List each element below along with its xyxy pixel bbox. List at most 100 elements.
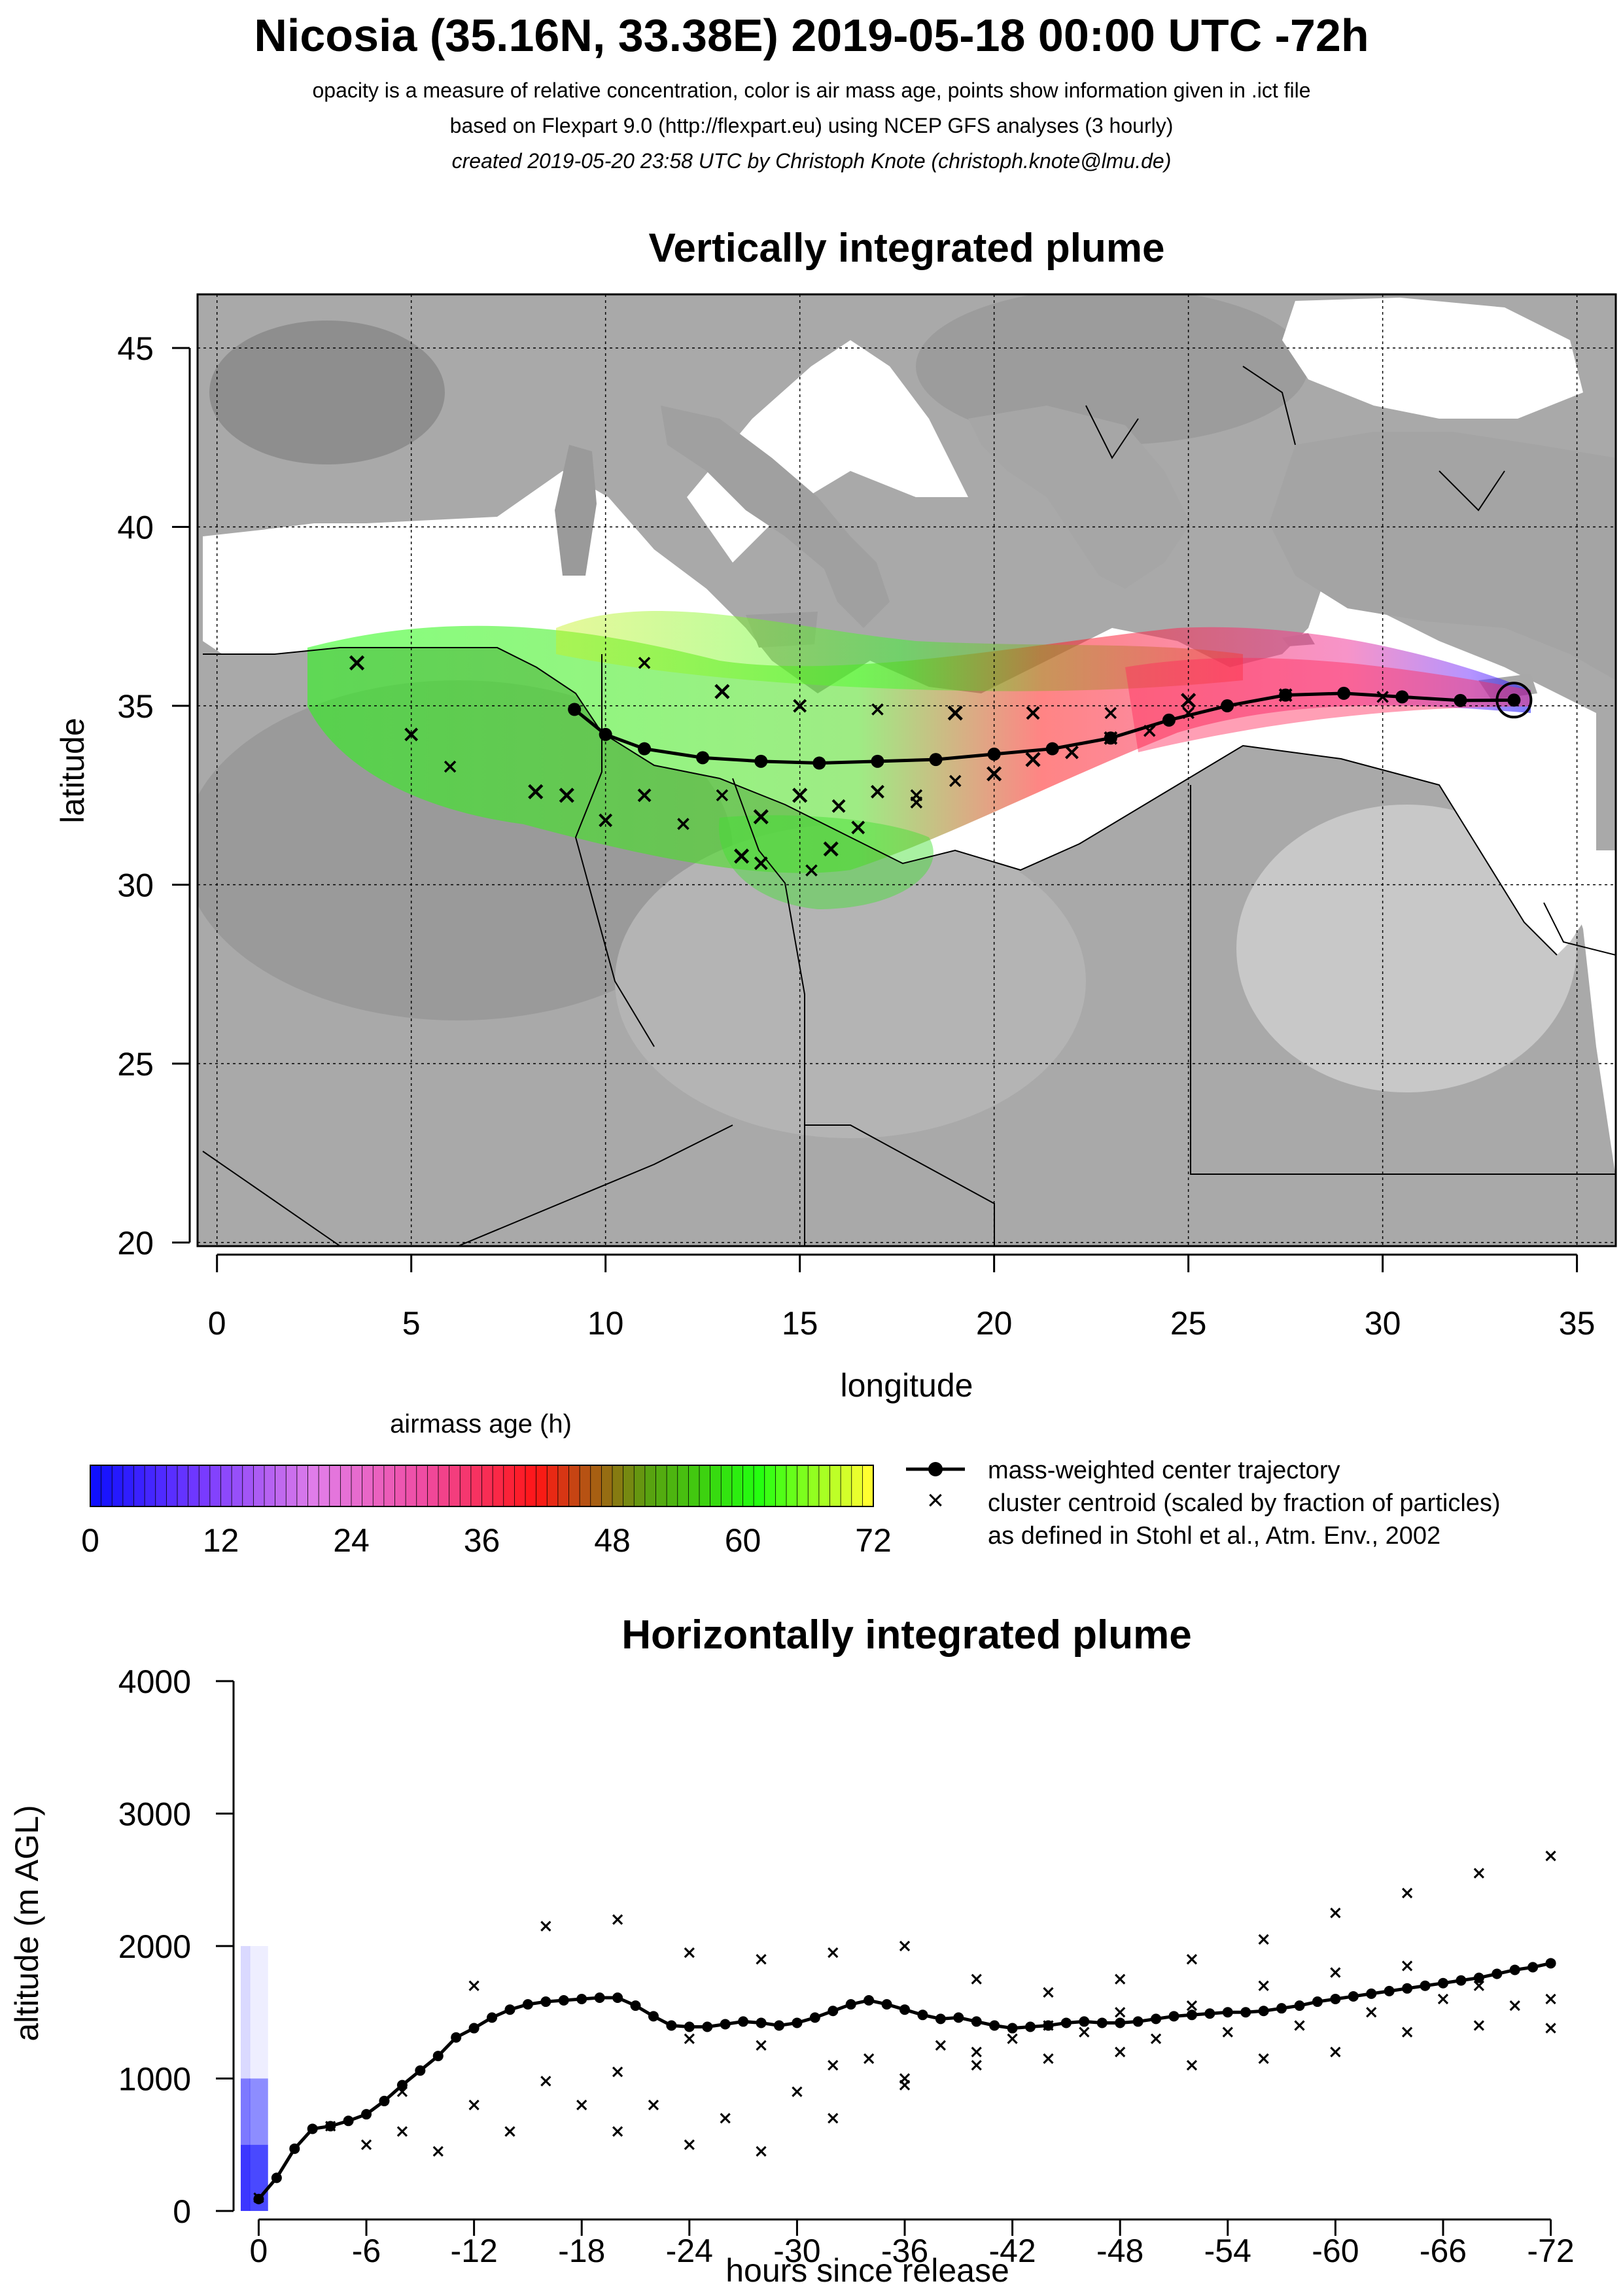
- colorbar-cell: [525, 1465, 537, 1507]
- cluster-centroid-marker: [677, 818, 689, 830]
- altitude-x-tick-label: -36: [881, 2233, 928, 2269]
- altitude-cluster-marker: [1258, 2053, 1269, 2064]
- center-trajectory-point: [1337, 686, 1351, 700]
- colorbar-cell: [481, 1465, 494, 1507]
- altitude-heatmap-cell: [70, 1946, 88, 2079]
- colorbar-tick-label: 24: [333, 1522, 370, 1559]
- altitude-center-point: [1312, 1996, 1323, 2008]
- colorbar-cell: [720, 1465, 733, 1507]
- altitude-center-point: [720, 2019, 731, 2030]
- map-y-axis-label: latitude: [54, 718, 91, 823]
- legend-cluster-label: cluster centroid (scaled by fraction of …: [988, 1489, 1501, 1517]
- legend-cluster-symbol: ×: [927, 1484, 944, 1516]
- cluster-centroid-marker: [1104, 706, 1117, 720]
- altitude-cluster-marker: [684, 1947, 695, 1958]
- colorbar-cell: [101, 1465, 113, 1507]
- altitude-center-point: [271, 2172, 282, 2183]
- north-africa-coastline: [203, 647, 1558, 956]
- altitude-cluster-marker: [612, 2066, 623, 2078]
- altitude-x-axis: 0 -6 -12 -18 -24 -30 -36 -42 -48 -54 -60 -66 -72: [250, 2218, 1575, 2269]
- altitude-center-point: [1115, 2017, 1126, 2028]
- altitude-heatmap-cell: [249, 1946, 268, 2079]
- altitude-center-point: [828, 2006, 839, 2017]
- altitude-center-point: [1132, 2016, 1143, 2027]
- altitude-cluster-marker: [1401, 1887, 1413, 1899]
- cluster-centroid-marker: [910, 796, 923, 809]
- figure-subtitle-credit: created 2019-05-20 23:58 UTC by Christop…: [451, 149, 1172, 173]
- cluster-centroid-marker: [349, 655, 365, 670]
- map-x-tick-label: 5: [402, 1305, 421, 1342]
- colorbar-tick-labels: 0 12 24 36 48 60 72: [81, 1522, 892, 1559]
- altitude-x-tick-label: -72: [1527, 2233, 1574, 2269]
- colorbar-cell: [296, 1465, 309, 1507]
- altitude-cluster-marker: [756, 1954, 767, 1965]
- altitude-center-point: [1258, 2006, 1269, 2017]
- altitude-center-point: [702, 2021, 713, 2032]
- border-line: [1543, 902, 1616, 956]
- altitude-x-tick-label: -66: [1420, 2233, 1467, 2269]
- altitude-heatmap-cell: [196, 2145, 214, 2211]
- cluster-centroid-marker: [805, 864, 818, 877]
- cluster-centroid-marker: [638, 657, 651, 669]
- center-trajectory-point: [754, 754, 768, 768]
- colorbar-tick-label: 36: [464, 1522, 500, 1559]
- map-y-tick-label: 45: [117, 330, 154, 367]
- center-trajectory-point: [987, 747, 1001, 761]
- altitude-cluster-marker: [1330, 1967, 1341, 1978]
- altitude-center-point: [1222, 2007, 1233, 2018]
- altitude-center-point: [253, 2193, 264, 2204]
- altitude-cluster-marker: [1150, 2033, 1162, 2044]
- altitude-center-point: [1060, 2017, 1072, 2028]
- colorbar-cell: [612, 1465, 624, 1507]
- center-trajectory-point: [599, 727, 612, 741]
- border-line: [202, 1151, 341, 1246]
- altitude-cluster-marker: [1115, 2007, 1126, 2018]
- map-x-tick-label: 10: [587, 1305, 624, 1342]
- altitude-center-point: [1294, 2000, 1305, 2011]
- map-y-axis: 20 25 30 35 40 45: [117, 330, 191, 1262]
- cluster-centroid-marker: [528, 784, 544, 799]
- altitude-cluster-marker: [1545, 1993, 1556, 2005]
- altitude-center-point: [1276, 2003, 1287, 2014]
- map-x-tick-label: 35: [1559, 1305, 1596, 1342]
- terrain-patch: [209, 321, 445, 464]
- balkan-land: [968, 406, 1191, 589]
- border-line: [1439, 470, 1505, 512]
- center-trajectory-point: [1221, 699, 1234, 713]
- altitude-center-point: [630, 2000, 641, 2011]
- colorbar-cell: [144, 1465, 156, 1507]
- sardinia-land: [555, 445, 597, 576]
- altitude-heatmap-cell: [249, 2078, 268, 2145]
- map-plot-frame: [196, 293, 1617, 1247]
- cluster-centroid-marker: [1026, 706, 1040, 720]
- colorbar-cell: [557, 1465, 570, 1507]
- cluster-centroid-marker: [1104, 731, 1118, 745]
- altitude-heatmap-cell: [88, 2079, 107, 2145]
- altitude-heatmap-cell: [124, 2145, 143, 2211]
- altitude-cluster-marker: [1473, 2020, 1484, 2031]
- colorbar-cell: [503, 1465, 515, 1507]
- center-trajectory-point: [1507, 693, 1521, 707]
- colorbar-cell: [329, 1465, 341, 1507]
- cluster-centroid-marker: [949, 774, 962, 788]
- altitude-heatmap-cell: [70, 2145, 88, 2211]
- altitude-center-point: [415, 2065, 426, 2076]
- cluster-centroid-marker: [871, 784, 884, 799]
- altitude-cluster-marker: [864, 2053, 875, 2064]
- colorbar-cell: [590, 1465, 602, 1507]
- altitude-heatmap-cells: [0, 1946, 268, 2211]
- terrain-patch: [1236, 805, 1577, 1092]
- altitude-center-point: [1204, 2008, 1215, 2019]
- altitude-cluster-marker: [1258, 1934, 1269, 1945]
- cluster-centroid-marker: [599, 813, 613, 827]
- colorbar-cell: [579, 1465, 591, 1507]
- altitude-heatmap-cell: [0, 2079, 17, 2145]
- colorbar-cell: [111, 1465, 124, 1507]
- colorbar-cell: [307, 1465, 320, 1507]
- altitude-x-tick-label: -18: [558, 2233, 605, 2269]
- colorbar-cell: [623, 1465, 635, 1507]
- map-legend: mass-weighted center trajectory × cluste…: [906, 1457, 1501, 1550]
- map-y-tick-label: 20: [117, 1225, 154, 1262]
- colorbar-cell: [427, 1465, 440, 1507]
- country-borders: [202, 366, 1616, 1246]
